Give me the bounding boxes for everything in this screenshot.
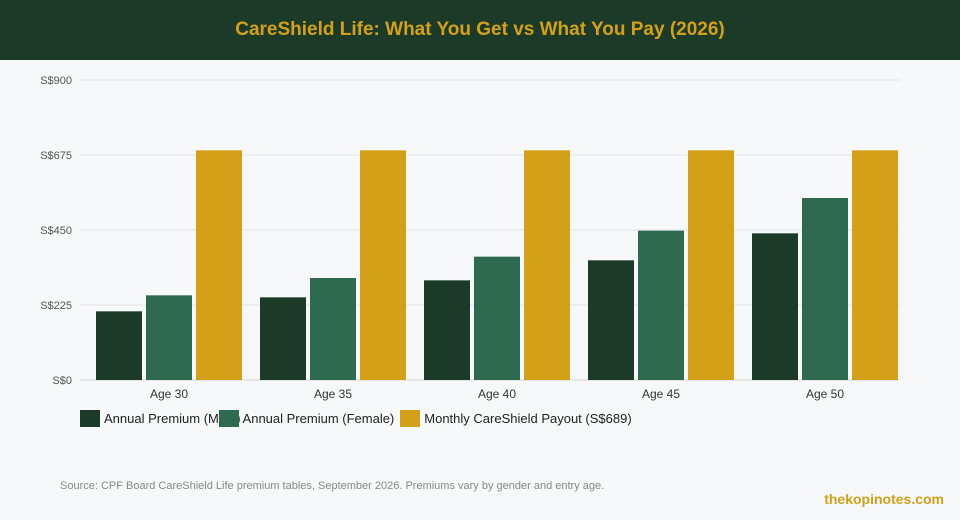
bar-male <box>96 311 142 380</box>
legend-item-female: Annual Premium (Female) <box>218 409 395 427</box>
bar-male <box>424 280 470 380</box>
y-tick-label: S$0 <box>52 375 72 387</box>
legend-item-male: Annual Premium (Male) <box>80 409 241 427</box>
chart-title: CareShield Life: What You Get vs What Yo… <box>235 19 725 40</box>
legend-label-female: Annual Premium (Female) <box>242 410 395 426</box>
x-tick-label: Age 45 <box>642 387 680 401</box>
legend-label-male: Annual Premium (Male) <box>104 410 241 426</box>
x-tick-label: Age 50 <box>806 387 844 401</box>
y-tick-label: S$225 <box>40 300 72 312</box>
x-tick-label: Age 35 <box>314 387 352 401</box>
legend-item-payout: Monthly CareShield Payout (S$689) <box>400 409 632 427</box>
legend-swatch-male <box>80 409 100 427</box>
chart-header: CareShield Life: What You Get vs What Yo… <box>0 0 960 60</box>
legend-swatch-payout <box>400 409 421 427</box>
bar-chart: S$0 S$225 S$450 S$675 S$900 Age 30 Age 35 Age 4… <box>40 75 900 401</box>
y-tick-label: S$450 <box>40 225 72 237</box>
bar-payout <box>852 150 898 380</box>
legend: Annual Premium (Male) Annual Premium (Fe… <box>80 408 632 428</box>
bar-payout <box>360 150 406 380</box>
bar-payout <box>196 150 242 380</box>
bar-female <box>638 230 684 380</box>
x-tick-label: Age 30 <box>150 387 188 401</box>
legend-swatch-female <box>218 409 239 427</box>
bar-female <box>802 198 848 380</box>
y-tick-label: S$675 <box>40 150 72 162</box>
bar-male <box>588 260 634 380</box>
bar-male <box>260 297 306 380</box>
brand-link[interactable]: thekopinotes.com <box>824 491 944 507</box>
source-note: Source: CPF Board CareShield Life premiu… <box>60 480 605 492</box>
bar-female <box>474 256 520 380</box>
bar-female <box>146 295 192 380</box>
y-tick-label: S$900 <box>40 75 72 87</box>
bar-female <box>310 278 356 380</box>
x-tick-label: Age 40 <box>478 387 516 401</box>
legend-label-payout: Monthly CareShield Payout (S$689) <box>424 410 632 426</box>
bar-male <box>752 233 798 380</box>
bar-payout <box>688 150 734 380</box>
bar-payout <box>524 150 570 380</box>
